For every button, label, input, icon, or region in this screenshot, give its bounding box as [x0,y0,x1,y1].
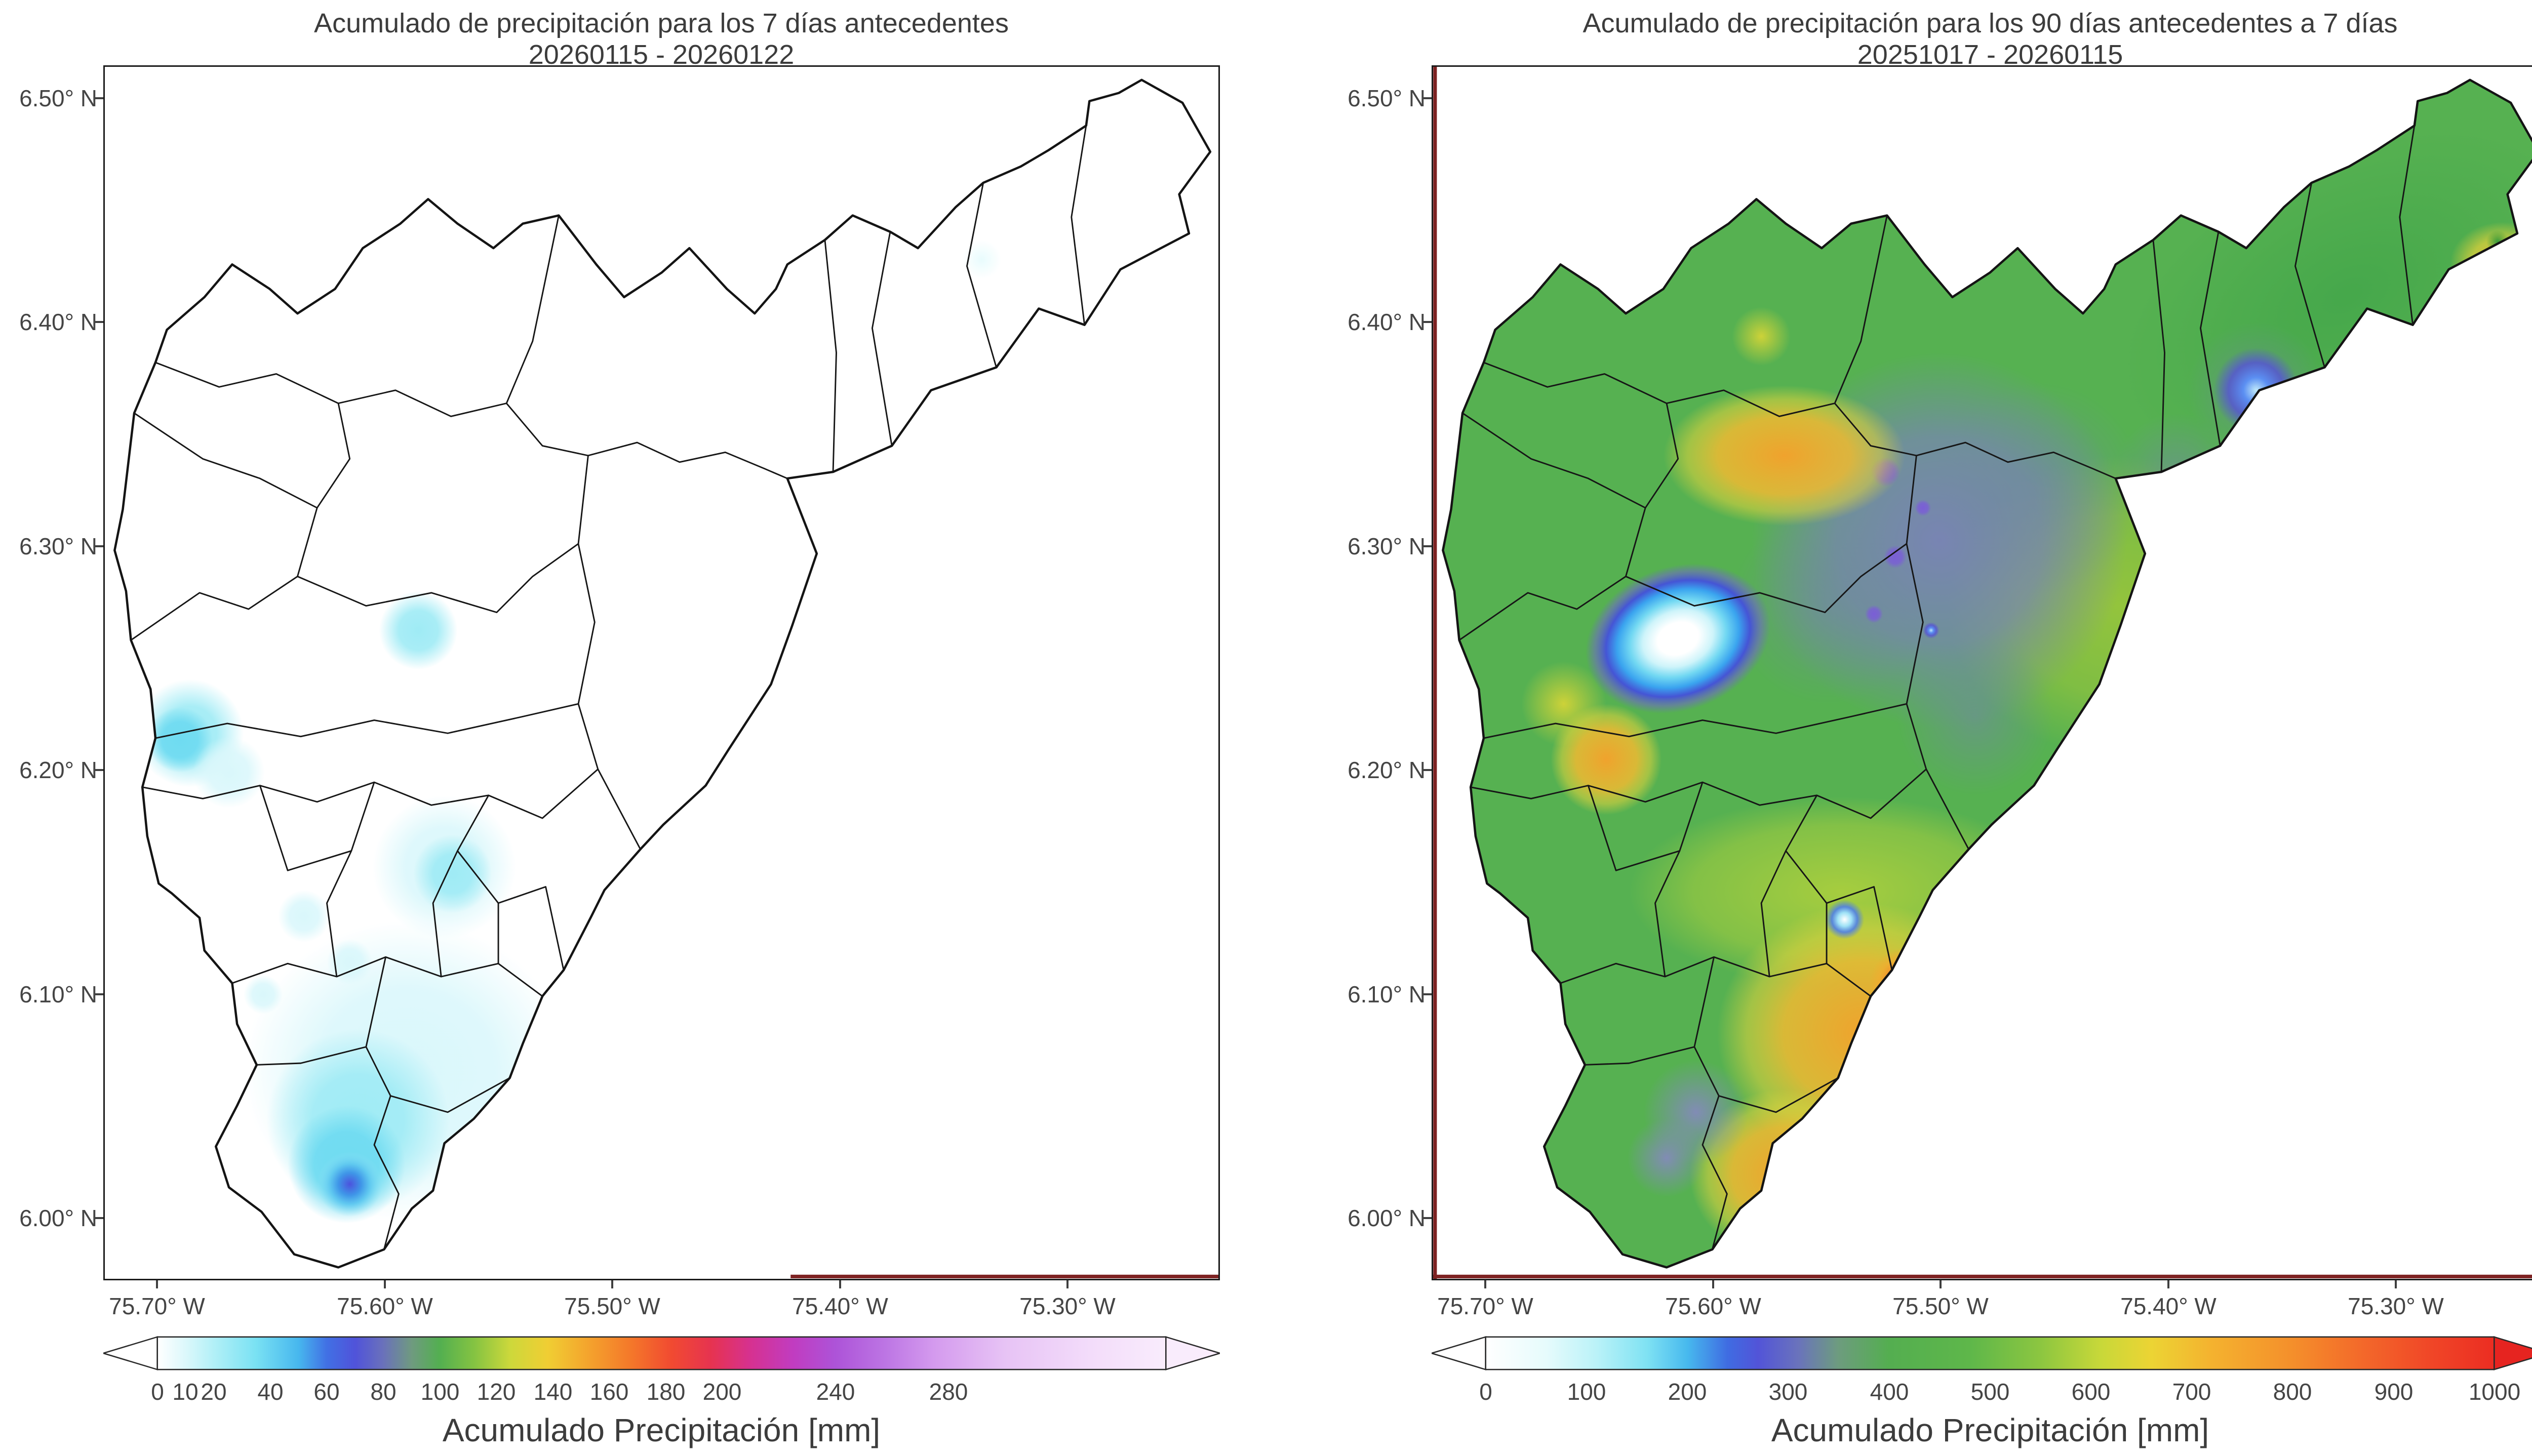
axis-tick-mark [611,1280,613,1288]
colorbar-tick-label: 160 [589,1379,629,1405]
colorbar-tick-label: 0 [151,1379,164,1405]
right-panel-subtitle: 20251017 - 20260115 [1857,39,2123,70]
colorbar-max-arrow [1165,1336,1220,1370]
y-tick-label: 6.10° N [19,981,97,1007]
colorbar-tick-label: 100 [420,1379,460,1405]
left-panel-subtitle: 20260115 - 20260122 [528,39,795,70]
colorbar-tick-label: 200 [702,1379,742,1405]
precipitation-field-7days [114,79,1210,1268]
x-tick-label: 75.30° W [1019,1293,1116,1319]
map-panel-90days [1432,65,2532,1280]
colorbar-tick-label: 120 [477,1379,516,1405]
axis-tick-mark [1423,769,1432,771]
precipitation-field-90days [1443,79,2532,1268]
colorbar-tick-label: 140 [533,1379,573,1405]
axis-tick-mark [95,321,103,323]
x-tick-label: 75.50° W [564,1293,660,1319]
axis-tick-mark [1423,993,1432,995]
colorbar-7days [103,1334,1220,1372]
colorbar-min-arrow [103,1336,158,1370]
x-tick-label: 75.40° W [792,1293,888,1319]
y-tick-label: 6.50° N [1348,85,1426,111]
x-tick-label: 75.30° W [2348,1293,2444,1319]
colorbar-max-arrow [2494,1336,2532,1370]
colorbar-90days [1432,1334,2532,1372]
colorbar-tick-label: 1000 [2468,1379,2521,1405]
y-tick-label: 6.20° N [19,757,97,783]
x-tick-label: 75.50° W [1892,1293,1989,1319]
axis-tick-mark [1712,1280,1714,1288]
colorbar-tick-label: 10 [172,1379,199,1405]
axis-tick-mark [2395,1280,2397,1288]
axis-tick-mark [1423,97,1432,99]
colorbar-tick-label: 80 [370,1379,397,1405]
axis-tick-mark [1423,1217,1432,1219]
y-tick-label: 6.50° N [19,85,97,111]
colorbar-tick-label: 20 [201,1379,227,1405]
low-precip-hotspot [1586,563,1770,714]
x-tick-label: 75.60° W [1665,1293,1761,1319]
axis-tick-mark [95,545,103,547]
colorbar-tick-label: 600 [2071,1379,2111,1405]
colorbar-tick-label: 700 [2172,1379,2211,1405]
y-tick-label: 6.00° N [1348,1205,1426,1231]
axis-tick-mark [1484,1280,1486,1288]
x-tick-label: 75.60° W [337,1293,433,1319]
axis-tick-mark [95,769,103,771]
y-tick-label: 6.30° N [1348,533,1426,559]
axis-tick-mark [1066,1280,1069,1288]
colorbar-tick-label: 900 [2374,1379,2414,1405]
colorbar-tick-label: 60 [313,1379,340,1405]
right-panel-title: Acumulado de precipitación para los 90 d… [1582,8,2398,38]
axis-tick-mark [1423,321,1432,323]
map-7days-svg [105,67,1218,1279]
axis-tick-mark [839,1280,841,1288]
colorbar-tick-label: 200 [1668,1379,1707,1405]
axis-tick-mark [156,1280,158,1288]
axis-tick-mark [95,97,103,99]
axis-tick-mark [384,1280,386,1288]
x-tick-label: 75.40° W [2120,1293,2217,1319]
map-90days-svg [1433,67,2532,1279]
y-tick-label: 6.10° N [1348,981,1426,1007]
colorbar-tick-label: 280 [929,1379,968,1405]
colorbar-axis-label: Acumulado Precipitación [mm] [442,1412,881,1448]
axis-tick-mark [1423,545,1432,547]
axis-tick-mark [95,1217,103,1219]
y-tick-label: 6.30° N [19,533,97,559]
colorbar-tick-label: 300 [1768,1379,1808,1405]
colorbar-gradient [156,1336,1167,1370]
colorbar-axis-label: Acumulado Precipitación [mm] [1771,1412,2209,1448]
left-panel-title: Acumulado de precipitación para los 7 dí… [314,8,1009,38]
colorbar-tick-label: 800 [2273,1379,2312,1405]
colorbar-tick-label: 180 [646,1379,686,1405]
x-tick-label: 75.70° W [1437,1293,1533,1319]
colorbar-gradient [1485,1336,2495,1370]
y-tick-label: 6.40° N [19,309,97,335]
y-tick-label: 6.00° N [19,1205,97,1231]
colorbar-min-arrow [1432,1336,1486,1370]
municipality-borders [130,125,1087,1250]
colorbar-tick-label: 40 [257,1379,284,1405]
axis-tick-mark [2167,1280,2169,1288]
y-tick-label: 6.40° N [1348,309,1426,335]
axis-tick-mark [95,993,103,995]
colorbar-tick-label: 240 [816,1379,855,1405]
map-panel-7days [103,65,1220,1280]
axis-tick-mark [1940,1280,1942,1288]
x-tick-label: 75.70° W [109,1293,205,1319]
basin-outline-accent [1433,67,2532,1279]
colorbar-tick-label: 100 [1567,1379,1606,1405]
colorbar-tick-label: 400 [1870,1379,1909,1405]
y-tick-label: 6.20° N [1348,757,1426,783]
colorbar-tick-label: 500 [1970,1379,2010,1405]
colorbar-tick-label: 0 [1479,1379,1492,1405]
